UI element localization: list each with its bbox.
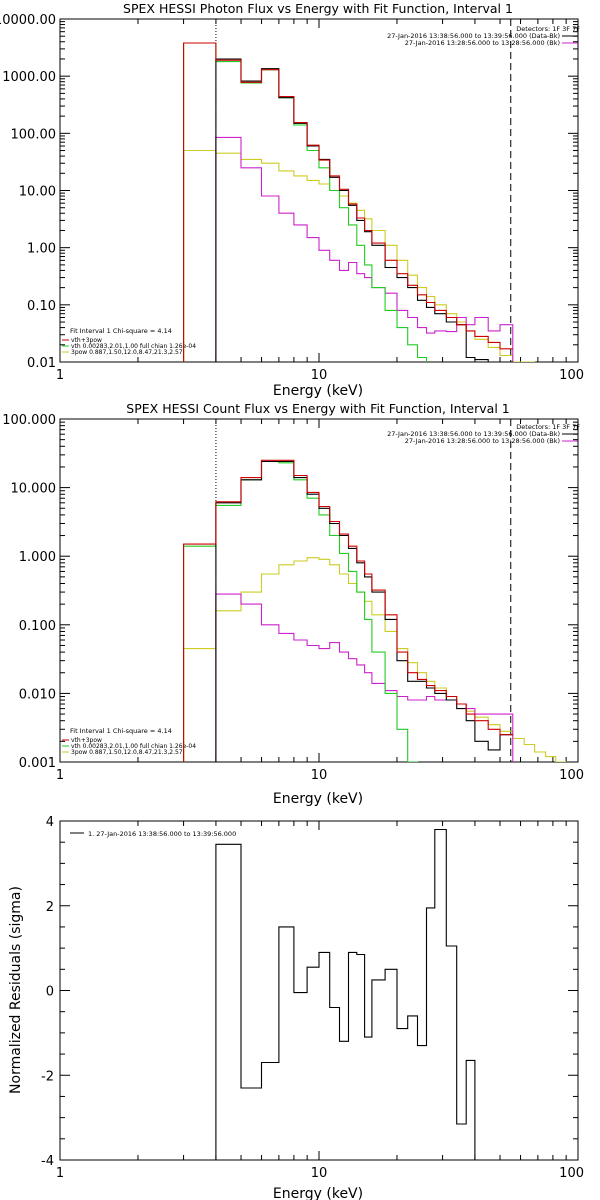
residual-x-tick-label: 1 bbox=[56, 1166, 64, 1181]
residual-legend: 1. 27-Jan-2016 13:38:56.000 to 13:39:56.… bbox=[88, 830, 236, 838]
photon-y-tick-label: 0.01 bbox=[27, 356, 56, 371]
photon-series-spowerlaw bbox=[183, 149, 536, 362]
residual-plot-area bbox=[215, 828, 514, 1160]
photon-y-tick-label: 10.00 bbox=[19, 185, 56, 200]
residual-y-tick-label: -4 bbox=[41, 1154, 54, 1169]
count-detectors-text: Detectors: 1F 3F 7F bbox=[516, 423, 580, 431]
photon-total-legend: vth+3pow bbox=[71, 337, 102, 344]
count-series-spowerlaw bbox=[183, 557, 567, 762]
residual-y-tick-label: 0 bbox=[46, 985, 54, 1000]
photon-y-tick-label: 100.00 bbox=[11, 127, 57, 142]
residual-series-residual bbox=[215, 828, 514, 1160]
count-total-legend: vth+3pow bbox=[71, 737, 102, 744]
photon-plot-area bbox=[183, 19, 536, 362]
photon-x-tick-label: 10 bbox=[311, 368, 328, 383]
photon-x-axis-label: Energy (keV) bbox=[273, 383, 363, 399]
count-series-total bbox=[183, 459, 513, 762]
photon-y-tick-label: 10000.00 bbox=[0, 13, 56, 28]
count-x-tick-label: 10 bbox=[311, 768, 328, 783]
residual-y-tick-label: -2 bbox=[41, 1069, 54, 1084]
photon-x-tick-label: 1 bbox=[56, 368, 64, 383]
photon-flux-panel: SPEX HESSI Photon Flux vs Energy with Fi… bbox=[0, 1, 584, 399]
count-x-tick-label: 100 bbox=[559, 768, 584, 783]
photon-data-interval-text: 27-Jan-2016 13:38:56.000 to 13:39:56.000… bbox=[387, 32, 560, 40]
photon-y-tick-label: 0.10 bbox=[27, 299, 56, 314]
photon-vth-legend: vth 0.00283,2.01,1.00 full chian 1.26e-0… bbox=[71, 343, 196, 350]
photon-y-tick-label: 1.00 bbox=[27, 242, 56, 257]
count-plot-area bbox=[183, 419, 567, 762]
count-data-interval-text: 27-Jan-2016 13:38:56.000 to 13:39:56.000… bbox=[387, 430, 560, 438]
photon-fit-text: Fit Interval 1 Chi-square = 4.14 bbox=[70, 327, 172, 335]
count-fit-text: Fit Interval 1 Chi-square = 4.14 bbox=[70, 727, 172, 735]
count-flux-panel: SPEX HESSI Count Flux vs Energy with Fit… bbox=[2, 401, 584, 807]
residual-x-tick-label: 100 bbox=[559, 1166, 584, 1181]
count-y-tick-label: 0.010 bbox=[19, 687, 56, 702]
residual-y-tick-label: 2 bbox=[46, 900, 54, 915]
count-bk-interval-text: 27-Jan-2016 13:28:56.000 to 13:28:56.000… bbox=[405, 437, 560, 445]
count-x-axis-label: Energy (keV) bbox=[273, 791, 363, 807]
count-pow-legend: 3pow 0.887,1.50,12.0,8.47,21.3,2.57 bbox=[71, 749, 183, 756]
photon-bk-interval-text: 27-Jan-2016 13:28:56.000 to 13:28:56.000… bbox=[405, 39, 560, 47]
count-plot-frame bbox=[59, 418, 579, 763]
residual-x-tick-label: 10 bbox=[311, 1166, 328, 1181]
photon-y-tick-label: 1000.00 bbox=[2, 70, 56, 85]
photon-plot-frame bbox=[59, 18, 579, 363]
photon-panel-title: SPEX HESSI Photon Flux vs Energy with Fi… bbox=[123, 1, 513, 16]
photon-pow-legend: 3pow 0.887,1.50,12.0,8.47,21.3,2.57 bbox=[71, 349, 183, 356]
count-series-vth bbox=[183, 460, 419, 762]
count-panel-title: SPEX HESSI Count Flux vs Energy with Fit… bbox=[126, 401, 509, 416]
residual-y-axis-label: Normalized Residuals (sigma) bbox=[8, 886, 24, 1094]
residual-y-tick-label: 4 bbox=[46, 815, 54, 830]
count-y-tick-label: 0.001 bbox=[19, 756, 56, 771]
photon-series-total bbox=[183, 42, 513, 362]
count-y-tick-label: 100.000 bbox=[2, 413, 56, 428]
count-x-tick-label: 1 bbox=[56, 768, 64, 783]
residual-x-axis-label: Energy (keV) bbox=[273, 1186, 363, 1200]
count-y-tick-label: 1.000 bbox=[19, 550, 56, 565]
count-vth-legend: vth 0.00283,2.01,1.00 full chian 1.26e-0… bbox=[71, 743, 196, 750]
photon-series-vth bbox=[183, 42, 428, 362]
photon-detectors-text: Detectors: 1F 3F 7F bbox=[516, 25, 580, 33]
residuals-panel: 1. 27-Jan-2016 13:38:56.000 to 13:39:56.… bbox=[8, 815, 584, 1200]
residual-plot-frame bbox=[59, 820, 579, 1161]
count-y-tick-label: 0.100 bbox=[19, 619, 56, 634]
photon-x-tick-label: 100 bbox=[559, 368, 584, 383]
count-y-tick-label: 10.000 bbox=[11, 482, 57, 497]
